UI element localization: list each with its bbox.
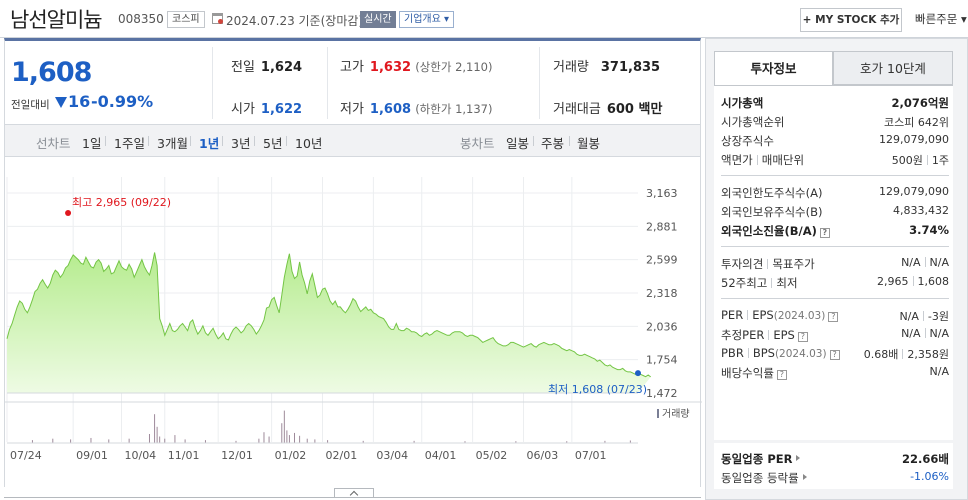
x-tick-label: 09/01 (76, 449, 108, 462)
price-chart: 3,163 2,881 2,599 2,318 2,036 1,754 1,472 최고 2,… (4, 157, 702, 487)
stat-high: 고가 1,632 (상한가 2,110) (340, 60, 493, 75)
x-tick-label: 12/01 (221, 449, 253, 462)
high-marker (65, 210, 72, 216)
stat-open: 시가 1,622 (231, 102, 303, 117)
y-tick-label: 2,036 (646, 320, 678, 333)
row-per-eps: PER EPS(2024.03)? N/A -3원 (721, 308, 949, 323)
tab-1d[interactable]: 1일 (82, 136, 102, 151)
y-tick-label: 2,881 (646, 220, 678, 233)
x-tick-label: 01/02 (275, 449, 307, 462)
x-tick-label: 03/04 (376, 449, 408, 462)
tab-weekly[interactable]: 주봉 (541, 136, 565, 151)
stat-volume: 거래량 371,835 (553, 60, 661, 75)
change-amount: 16 (68, 92, 91, 111)
market-badge: 코스피 (167, 11, 205, 28)
row-foreign-limit: 외국인한도주식수(A) 129,079,090 (721, 185, 949, 200)
tab-investment-info[interactable]: 투자정보 (714, 51, 833, 85)
stat-low: 저가 1,608 (하한가 1,137) (340, 102, 493, 117)
calendar-icon (212, 13, 223, 24)
tab-daily[interactable]: 일봉 (506, 136, 530, 151)
price-line (6, 252, 652, 378)
price-chart-svg: 3,163 2,881 2,599 2,318 2,036 1,754 1,472 최고 2,… (5, 177, 702, 462)
divider (539, 47, 540, 119)
y-tick-label: 2,599 (646, 254, 678, 267)
row-peer-per[interactable]: 동일업종 PER 22.66배 (721, 452, 949, 466)
row-peer-change[interactable]: 동일업종 등락률 -1.06% (721, 470, 949, 485)
stock-code: 008350 (118, 12, 164, 26)
chart-period-bar: 선차트 1일 1주일 3개월 1년 3년 5년 10년 봉차트 일봉 주봉 월봉 (4, 124, 701, 157)
collapse-chart-button[interactable] (334, 488, 374, 498)
y-tick-label: 3,163 (646, 187, 678, 200)
row-52week: 52주최고 최저 2,965 1,608 (721, 275, 949, 290)
x-tick-label: 10/04 (124, 449, 156, 462)
row-market-cap: 시가총액 2,076억원 (721, 96, 949, 110)
row-foreign-holdings: 외국인보유주식수(B) 4,833,432 (721, 204, 949, 219)
current-price: 1,608 (11, 57, 92, 88)
company-info-dropdown[interactable]: 기업개요 ▾ (399, 11, 454, 28)
change-label: 전일대비 (11, 99, 50, 111)
row-est-per: 추정PER EPS? N/A N/A (721, 327, 949, 342)
add-my-stock-button[interactable]: + MY STOCK 추가 (800, 8, 902, 32)
tab-monthly[interactable]: 월봉 (577, 136, 601, 151)
arrow-right-icon (796, 455, 801, 461)
tab-order-book[interactable]: 호가 10단계 (833, 51, 953, 85)
y-tick-label: 2,318 (646, 287, 678, 300)
stock-name: 남선알미늄 (10, 8, 103, 32)
x-tick-label: 11/01 (168, 449, 200, 462)
stock-header: 남선알미늄 008350 코스피 2024.07.23 기준(장마감) 실시간 … (0, 0, 968, 38)
low-annotation: 최저 1,608 (07/23) (548, 383, 647, 396)
x-tick-label: 04/01 (425, 449, 457, 462)
tab-1w[interactable]: 1주일 (114, 136, 145, 151)
low-marker (635, 370, 641, 377)
divider (327, 47, 328, 119)
tab-10y[interactable]: 10년 (295, 136, 323, 151)
y-tick-label: 1,472 (646, 387, 678, 400)
x-tick-label: 02/01 (326, 449, 358, 462)
help-icon[interactable]: ? (819, 228, 830, 238)
row-dividend-yield: 배당수익률? N/A (721, 365, 949, 380)
quick-order-dropdown[interactable]: 빠른주문 ▾ (915, 12, 967, 26)
stat-prev-close: 전일 1,624 (231, 60, 303, 75)
investment-info-table: 시가총액 2,076억원 시가총액순위 코스피 642위 상장주식수 129,079,… (714, 85, 953, 440)
investment-info-panel: 투자정보 호가 10단계 시가총액 2,076억원 시가총액순위 코스피 642위 … (705, 38, 968, 500)
realtime-badge[interactable]: 실시간 (360, 11, 396, 28)
line-chart-label: 선차트 (36, 136, 71, 151)
x-tick-label: 07/24 (10, 449, 42, 462)
x-tick-label: 05/02 (476, 449, 508, 462)
row-foreign-ratio: 외국인소진율(B/A)? 3.74% (721, 223, 949, 238)
help-icon[interactable]: ? (797, 332, 808, 342)
change-percent: -0.99% (91, 92, 154, 111)
help-icon[interactable]: ? (776, 370, 787, 380)
volume-legend-icon (657, 409, 659, 418)
row-listed-shares: 상장주식수 129,079,090 (721, 133, 949, 148)
divider (4, 497, 701, 498)
down-arrow-icon (55, 97, 67, 108)
candle-chart-label: 봉차트 (460, 136, 495, 151)
row-pbr-bps: PBR BPS(2024.03)? 0.68배 2,358원 (721, 346, 949, 361)
tab-1y[interactable]: 1년 (199, 136, 220, 151)
base-date: 2024.07.23 기준(장마감) (226, 14, 364, 28)
tab-3y[interactable]: 3년 (231, 136, 251, 151)
row-par-value: 액면가 매매단위 500원 1주 (721, 153, 949, 167)
help-icon[interactable]: ? (828, 312, 839, 322)
row-opinion: 투자의견 목표주가 N/A N/A (721, 256, 949, 271)
x-tick-label: 07/01 (575, 449, 607, 462)
high-annotation: 최고 2,965 (09/22) (72, 196, 171, 209)
help-icon[interactable]: ? (829, 350, 840, 360)
row-market-cap-rank: 시가총액순위 코스피 642위 (721, 115, 949, 129)
arrow-right-icon (802, 474, 807, 480)
y-tick-label: 1,754 (646, 354, 678, 367)
tab-5y[interactable]: 5년 (263, 136, 283, 151)
volume-legend: 거래량 (662, 408, 690, 420)
tab-3m[interactable]: 3개월 (157, 136, 188, 151)
stat-trade-amount: 거래대금 600 백만 (553, 102, 663, 117)
divider (212, 47, 213, 119)
price-summary: 1,608 전일대비 16 -0.99% 전일 1,624 시가 1,622 고가 1… (4, 38, 701, 124)
peer-industry-box: 동일업종 PER 22.66배 동일업종 등락률 -1.06% (714, 443, 953, 489)
price-area (7, 252, 651, 393)
x-tick-label: 06/03 (527, 449, 559, 462)
